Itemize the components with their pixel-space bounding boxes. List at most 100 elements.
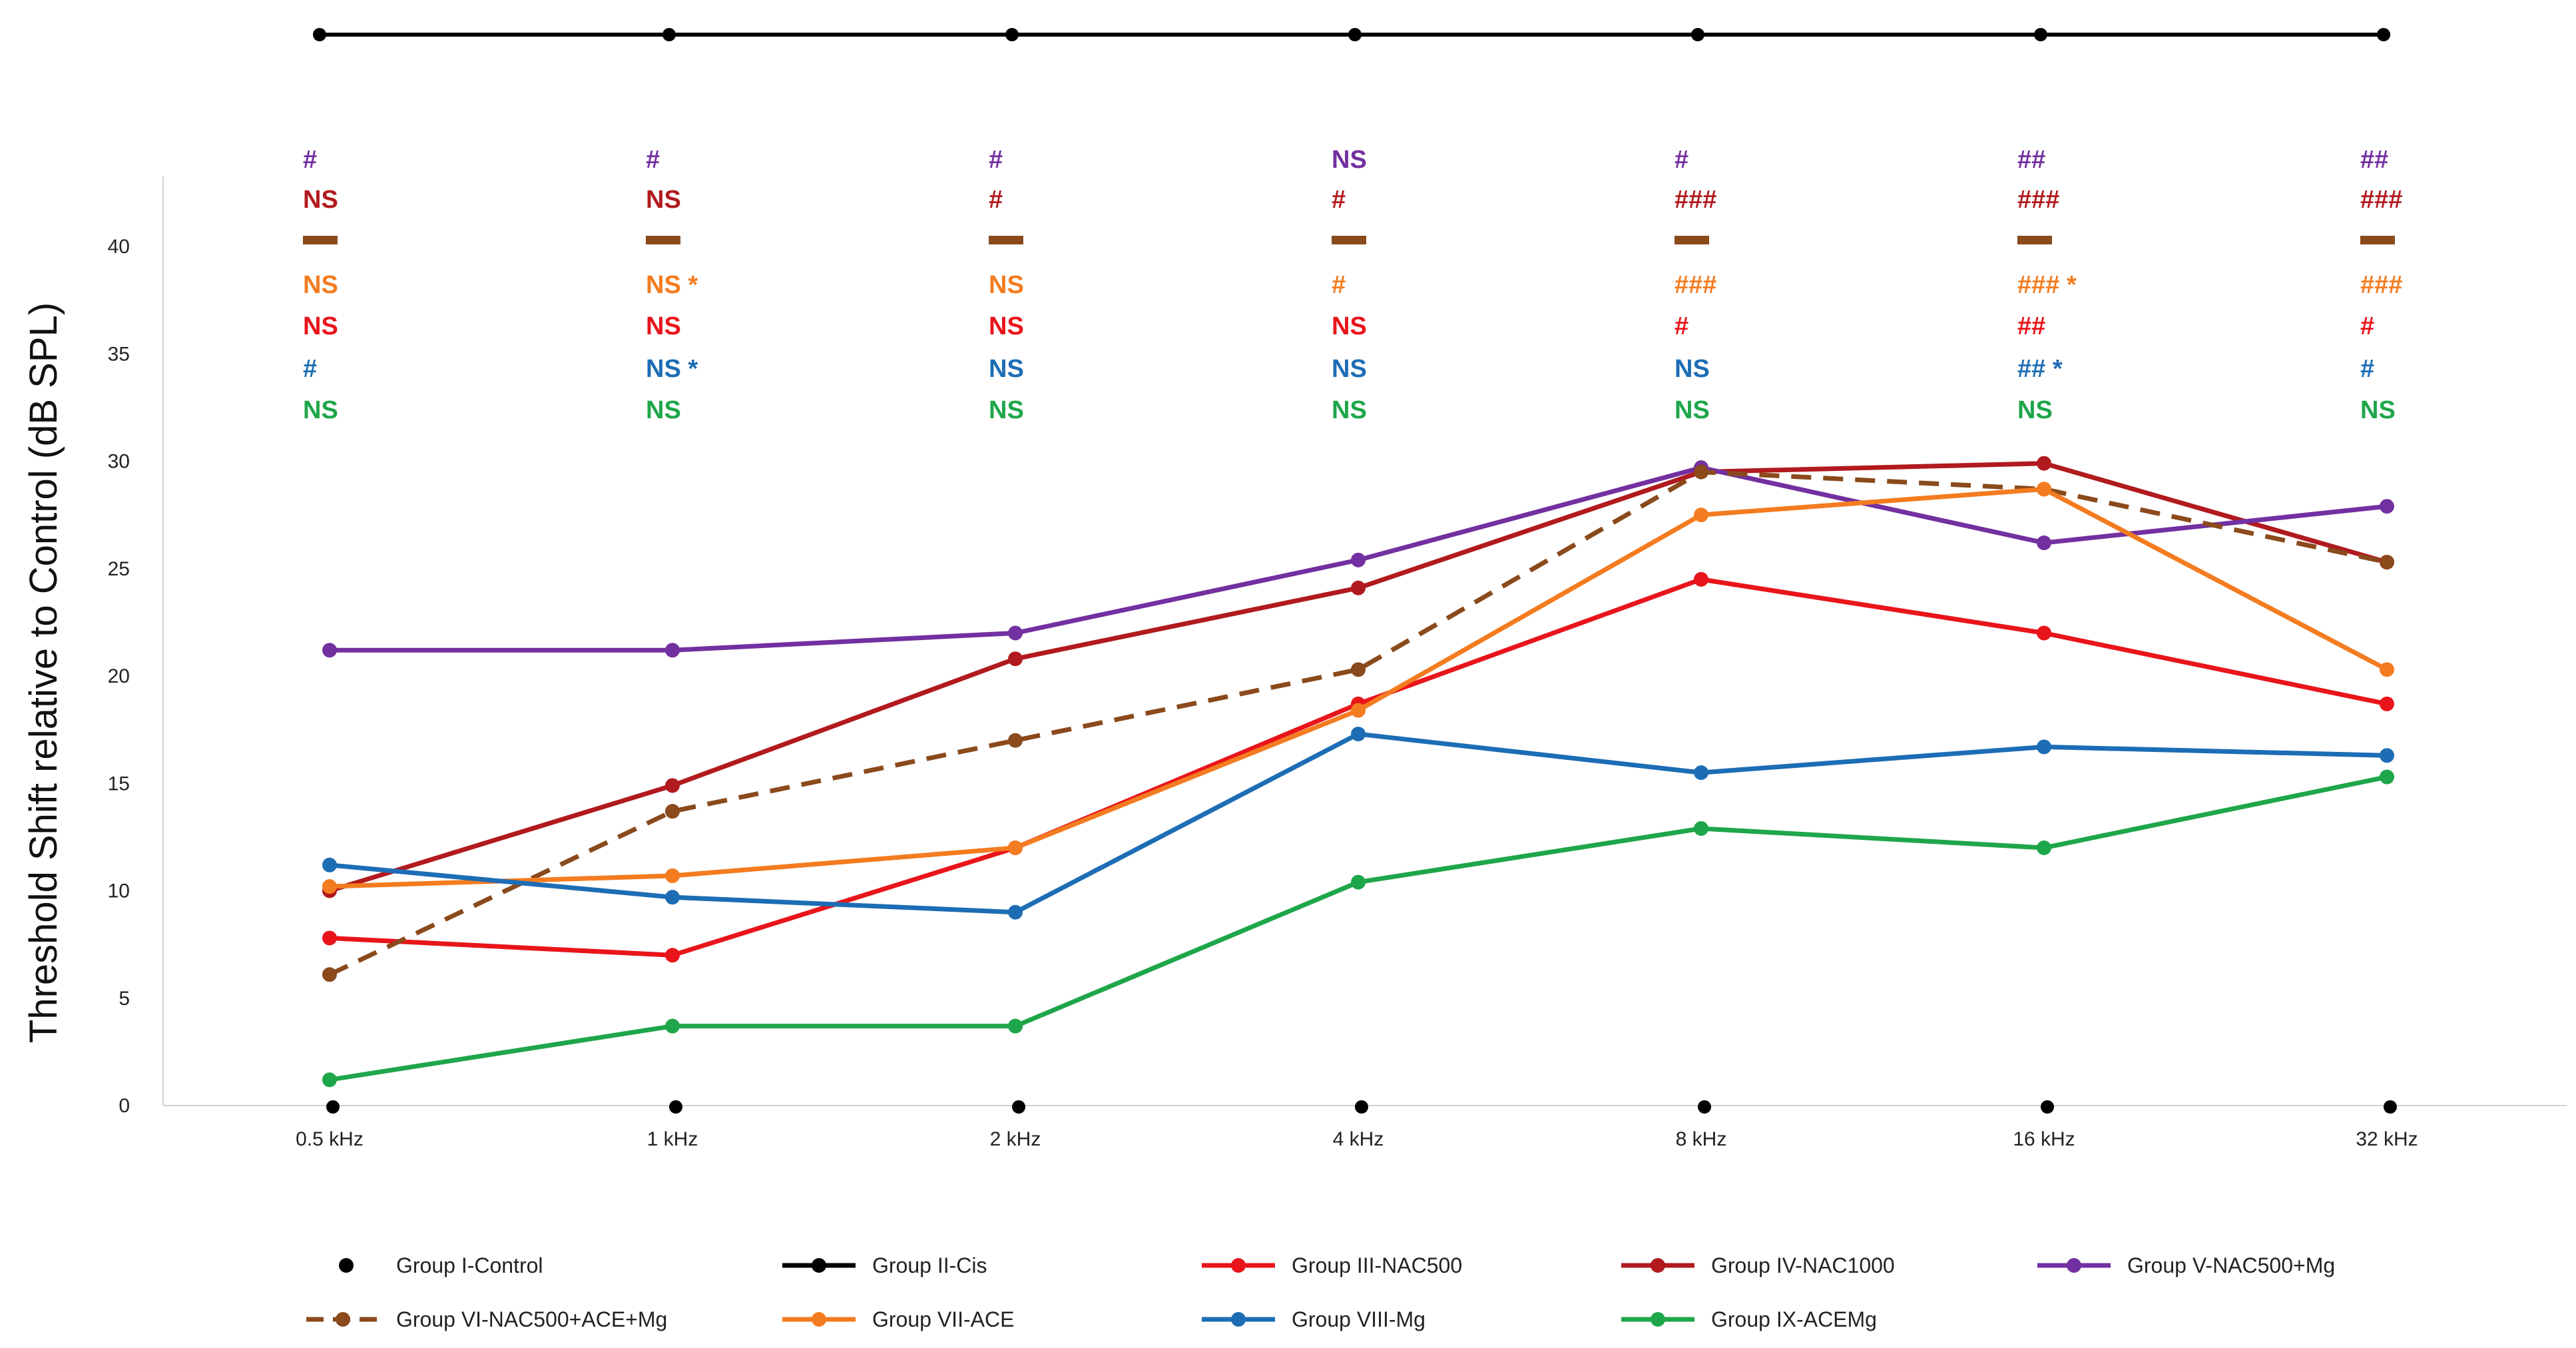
data-point	[1008, 625, 1023, 641]
significance-label: #	[989, 186, 1003, 214]
significance-label: ##	[2360, 146, 2388, 174]
series-group-vii-ace	[322, 482, 2394, 894]
significance-label: #	[989, 146, 1003, 174]
series-line	[328, 461, 2388, 893]
data-point	[2037, 841, 2051, 855]
series-group-i-control	[326, 1100, 2397, 1114]
y-tick-label: 20	[108, 665, 130, 687]
significance-label: #	[2360, 355, 2374, 383]
data-point	[2384, 1100, 2397, 1114]
significance-label: ## *	[2017, 355, 2063, 383]
data-point	[322, 879, 337, 894]
data-point	[322, 967, 337, 982]
dash-marker	[2360, 236, 2395, 244]
significance-label: NS	[989, 312, 1024, 340]
data-point	[1008, 733, 1023, 748]
significance-label: ###	[2017, 186, 2059, 214]
legend-swatch-marker	[1651, 1258, 1665, 1273]
series-line	[329, 486, 2388, 889]
data-point	[1351, 703, 1366, 718]
data-point	[1008, 841, 1023, 855]
x-tick-label: 2 kHz	[990, 1128, 1041, 1150]
significance-label: NS	[1332, 146, 1367, 174]
data-point	[665, 1018, 680, 1034]
legend-label: Group I-Control	[396, 1253, 543, 1277]
significance-label: NS	[303, 312, 338, 340]
significance-label: #	[1674, 146, 1688, 174]
data-point	[2037, 456, 2051, 471]
significance-label: #	[303, 355, 317, 383]
dash-marker	[303, 236, 338, 244]
data-point	[326, 1100, 340, 1114]
axes: 0 5 10 15 20 25 30 35 40 0.5 kHz 1 kHz 2 kHz 4 kHz 8 …	[108, 176, 2567, 1150]
data-point	[665, 868, 680, 883]
series-group-ix-acemg	[322, 769, 2394, 1088]
series-line	[329, 775, 2388, 1082]
significance-label: #	[1332, 186, 1346, 214]
significance-label: NS	[303, 186, 338, 214]
data-point	[1351, 662, 1366, 677]
data-point	[665, 643, 680, 658]
group-ii-cis-line	[313, 28, 2390, 41]
significance-label: NS *	[646, 355, 698, 383]
dash-marker	[1674, 236, 1709, 244]
legend-swatch-marker	[812, 1312, 826, 1327]
legend-swatch-marker	[812, 1258, 826, 1273]
x-tick-label: 32 kHz	[2356, 1128, 2418, 1150]
series-line	[329, 577, 2388, 958]
x-tick-label: 16 kHz	[2013, 1128, 2075, 1150]
data-point	[1351, 580, 1366, 595]
data-point	[1355, 1100, 1368, 1114]
significance-label: ###	[1674, 271, 1716, 299]
data-point	[665, 778, 680, 793]
legend-label: Group II-Cis	[872, 1253, 987, 1277]
data-point	[665, 948, 680, 963]
y-tick-label: 15	[108, 773, 130, 795]
significance-label: #	[1674, 312, 1688, 340]
legend-swatch-marker	[336, 1312, 350, 1327]
data-point	[322, 643, 337, 658]
significance-label: ##	[2017, 146, 2045, 174]
legend-item-group-ii-cis: Group II-Cis	[782, 1253, 987, 1277]
legend-swatch-marker	[2067, 1258, 2081, 1273]
legend-item-group-vi-nac500-ace-mg: Group VI-NAC500+ACE+Mg	[306, 1307, 667, 1331]
y-tick-label: 35	[108, 343, 130, 365]
significance-label: NS	[1332, 355, 1367, 383]
y-tick-label: 0	[119, 1095, 130, 1117]
y-tick-label: 5	[119, 988, 130, 1010]
series-group-viii-mg	[322, 727, 2394, 920]
legend-label: Group V-NAC500+Mg	[2127, 1253, 2335, 1277]
series-line	[328, 470, 2388, 977]
data-point	[1694, 765, 1708, 781]
significance-label: NS	[2017, 396, 2053, 424]
legend-swatch-marker	[1231, 1258, 1246, 1273]
legend: Group I-Control Group II-Cis Group III-NAC…	[306, 1253, 2335, 1331]
significance-label: ##	[2017, 312, 2045, 340]
data-series	[322, 456, 2397, 1114]
data-point	[1694, 571, 1708, 587]
group-ii-cis-marker	[662, 28, 676, 41]
significance-label: NS	[989, 396, 1024, 424]
significance-label: NS	[646, 312, 681, 340]
x-tick-label: 4 kHz	[1333, 1128, 1384, 1150]
significance-label: #	[303, 146, 317, 174]
data-point	[2037, 482, 2051, 497]
data-point	[2380, 499, 2394, 514]
legend-label: Group IV-NAC1000	[1711, 1253, 1895, 1277]
legend-swatch-marker	[1651, 1312, 1665, 1327]
dash-marker	[989, 236, 1023, 244]
significance-label: NS	[1674, 396, 1710, 424]
legend-swatch-marker	[1231, 1312, 1246, 1327]
y-tick-label: 40	[108, 236, 130, 258]
legend-swatch	[339, 1258, 354, 1273]
significance-label: NS	[1332, 312, 1367, 340]
y-tick-label: 30	[108, 451, 130, 473]
data-point	[2380, 555, 2394, 570]
significance-label: NS	[989, 271, 1024, 299]
legend-label: Group III-NAC500	[1292, 1253, 1462, 1277]
x-tick-label: 1 kHz	[647, 1128, 698, 1150]
legend-label: Group VI-NAC500+ACE+Mg	[396, 1307, 667, 1331]
significance-label: ### *	[2017, 271, 2077, 299]
dash-marker	[1332, 236, 1366, 244]
x-tick-label: 8 kHz	[1676, 1128, 1727, 1150]
